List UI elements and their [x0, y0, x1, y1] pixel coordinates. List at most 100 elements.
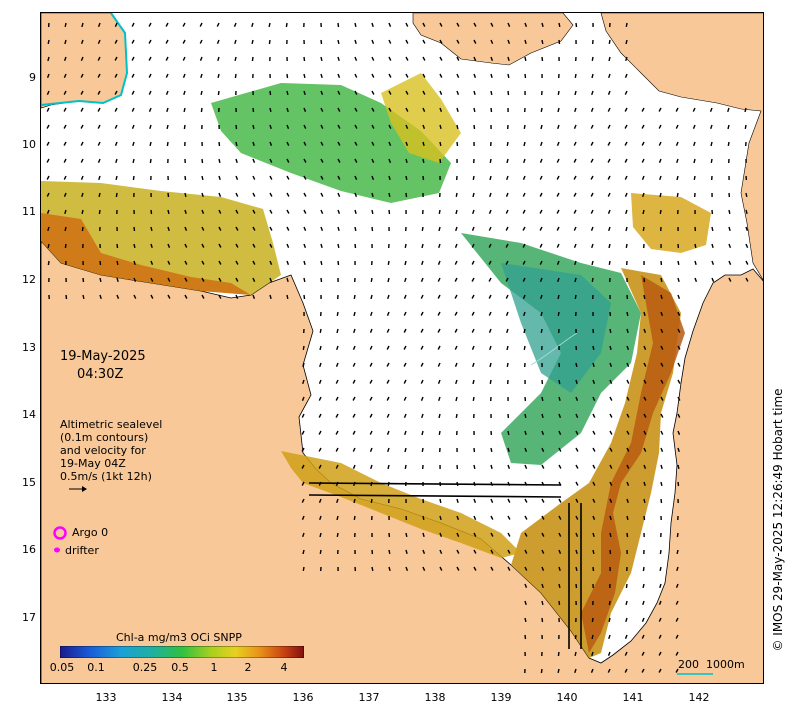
- velocity-arrow: [590, 668, 594, 673]
- velocity-arrow: [471, 277, 475, 282]
- velocity-arrow: [369, 345, 373, 350]
- velocity-arrow: [422, 22, 426, 27]
- velocity-arrow: [659, 549, 662, 555]
- velocity-arrow: [744, 107, 747, 113]
- velocity-arrow: [371, 56, 375, 61]
- velocity-arrow: [540, 668, 543, 674]
- lat-tick-15: 15: [22, 476, 36, 489]
- velocity-arrow: [592, 413, 596, 418]
- velocity-arrow: [97, 90, 101, 95]
- velocity-arrow: [286, 141, 290, 146]
- velocity-arrow: [522, 209, 526, 214]
- velocity-arrow: [643, 430, 647, 435]
- velocity-arrow: [505, 260, 509, 265]
- velocity-arrow: [490, 532, 494, 537]
- velocity-arrow: [420, 362, 424, 367]
- velocity-arrow: [269, 243, 273, 248]
- velocity-arrow: [675, 583, 679, 588]
- velocity-arrow: [490, 90, 493, 96]
- velocity-arrow: [642, 192, 645, 198]
- velocity-arrow: [184, 294, 188, 299]
- velocity-arrow: [728, 243, 732, 249]
- velocity-arrow: [80, 175, 84, 180]
- velocity-arrow: [473, 56, 477, 61]
- velocity-arrow: [677, 362, 681, 367]
- velocity-arrow: [371, 158, 375, 163]
- velocity-arrow: [541, 56, 544, 62]
- velocity-arrow: [422, 566, 426, 571]
- velocity-arrow: [624, 192, 628, 197]
- velocity-arrow: [80, 90, 84, 95]
- velocity-arrow: [455, 413, 458, 419]
- velocity-arrow: [591, 56, 594, 62]
- velocity-arrow: [81, 22, 84, 28]
- velocity-arrow: [677, 277, 680, 282]
- velocity-arrow: [574, 294, 577, 300]
- velocity-arrow: [541, 413, 544, 418]
- velocity-arrow: [320, 73, 323, 79]
- velocity-arrow: [523, 158, 526, 164]
- velocity-arrow: [303, 226, 307, 231]
- velocity-arrow: [524, 600, 527, 606]
- velocity-arrow: [522, 260, 526, 265]
- velocity-arrow: [80, 107, 84, 112]
- velocity-arrow: [301, 498, 305, 503]
- velocity-arrow: [454, 260, 458, 265]
- velocity-arrow: [371, 73, 375, 78]
- velocity-arrow: [454, 328, 458, 333]
- velocity-arrow: [745, 226, 749, 232]
- velocity-arrow: [235, 226, 239, 231]
- velocity-arrow: [47, 243, 50, 249]
- velocity-arrow: [371, 566, 374, 572]
- lat-tick-13: 13: [22, 341, 36, 354]
- velocity-arrow: [626, 362, 630, 367]
- velocity-arrow: [269, 226, 273, 231]
- velocity-arrow: [217, 90, 220, 96]
- velocity-arrow: [524, 430, 527, 435]
- velocity-arrow: [133, 226, 136, 232]
- velocity-arrow: [709, 107, 713, 112]
- velocity-arrow: [388, 175, 391, 180]
- velocity-arrow: [46, 158, 50, 163]
- velocity-arrow: [420, 345, 424, 350]
- velocity-arrow: [626, 515, 629, 521]
- velocity-arrow: [386, 362, 390, 367]
- velocity-arrow: [422, 175, 425, 181]
- velocity-arrow: [184, 226, 188, 231]
- velocity-arrow: [642, 209, 645, 215]
- velocity-arrow: [286, 107, 289, 113]
- velocity-arrow: [167, 226, 170, 232]
- velocity-arrow: [490, 464, 493, 469]
- velocity-arrow: [405, 90, 409, 95]
- velocity-arrow: [422, 141, 425, 146]
- velocity-arrow: [218, 260, 222, 265]
- velocity-arrow: [63, 192, 67, 197]
- velocity-arrow: [522, 226, 526, 231]
- velocity-arrow: [541, 532, 545, 537]
- velocity-arrow: [710, 124, 713, 130]
- velocity-arrow: [439, 107, 443, 112]
- velocity-arrow: [624, 90, 628, 95]
- velocity-arrow: [131, 107, 135, 112]
- velocity-arrow: [524, 447, 528, 453]
- colorbar-tick-4: 1: [210, 661, 218, 674]
- velocity-arrow: [369, 379, 373, 384]
- velocity-arrow: [386, 345, 390, 350]
- velocity-arrow: [609, 498, 613, 503]
- velocity-arrow: [624, 175, 628, 180]
- velocity-arrow: [404, 464, 407, 470]
- velocity-arrow: [234, 56, 237, 62]
- velocity-arrow: [422, 39, 426, 44]
- velocity-arrow: [269, 141, 273, 146]
- velocity-arrow: [591, 651, 594, 657]
- velocity-arrow-field: [46, 22, 749, 674]
- velocity-arrow: [473, 73, 477, 78]
- velocity-arrow: [285, 22, 288, 28]
- velocity-arrow: [115, 175, 118, 181]
- velocity-arrow: [643, 379, 647, 384]
- velocity-arrow: [455, 226, 458, 232]
- velocity-arrow: [711, 260, 715, 266]
- velocity-arrow: [47, 260, 50, 266]
- velocity-arrow: [337, 22, 340, 28]
- velocity-arrow: [643, 413, 647, 418]
